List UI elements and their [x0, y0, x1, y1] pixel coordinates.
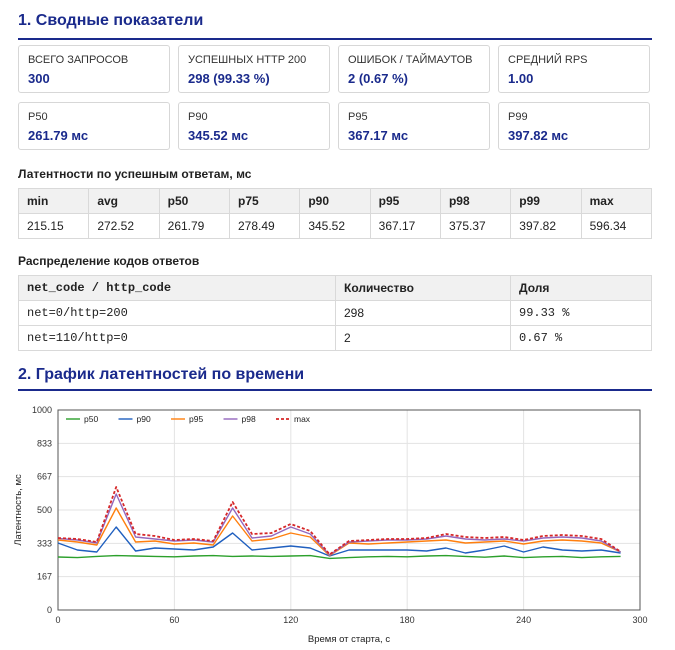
card-p90: P90 345.52 мс: [178, 102, 330, 150]
latency-table-title: Латентности по успешным ответам, мс: [18, 167, 252, 181]
codes-cell-code: net=110/http=0: [18, 325, 336, 351]
latency-header-p50: p50: [158, 188, 230, 214]
x-tick-label: 60: [169, 615, 179, 625]
latency-value-p99: 397.82: [510, 213, 582, 239]
codes-table-title: Распределение кодов ответов: [18, 254, 200, 268]
legend-label-p95: p95: [189, 414, 203, 424]
chart-section-title: 2. График латентностей по времени: [18, 366, 305, 383]
codes-cell-count: 2: [335, 325, 511, 351]
series-line-p90: [57, 526, 621, 557]
card-label: ОШИБОК / ТАЙМАУТОВ: [348, 54, 473, 66]
latency-value-min: 215.15: [17, 213, 90, 239]
card-label: P50: [28, 111, 48, 123]
codes-cell-code: net=0/http=200: [18, 300, 336, 326]
latency-header-avg: avg: [88, 188, 160, 214]
y-tick-label: 167: [37, 572, 52, 582]
y-tick-label: 833: [37, 438, 52, 448]
card-value: 298 (99.33 %): [188, 71, 270, 86]
latency-header-row: min avg p50 p75 p90 p95 p98 p99 max: [17, 188, 653, 214]
codes-cell-count: 298: [335, 300, 511, 326]
legend-label-p98: p98: [242, 414, 256, 424]
y-tick-label: 667: [37, 472, 52, 482]
series-line-p50: [57, 554, 621, 560]
codes-header-code: net_code / http_code: [18, 275, 336, 301]
latency-header-p90: p90: [299, 188, 371, 214]
summary-section-rule: [18, 38, 652, 40]
card-label: УСПЕШНЫХ HTTP 200: [188, 54, 307, 66]
latency-header-min: min: [17, 188, 90, 214]
y-tick-label: 500: [37, 505, 52, 515]
card-value: 2 (0.67 %): [348, 71, 408, 86]
codes-header-row: net_code / http_code Количество Доля: [18, 275, 652, 301]
codes-header-share: Доля: [510, 275, 652, 301]
latency-header-p99: p99: [510, 188, 582, 214]
latency-value-p90: 345.52: [299, 213, 371, 239]
latency-header-max: max: [580, 188, 653, 214]
legend-label-p50: p50: [84, 414, 98, 424]
y-axis-label: Латентность, мс: [13, 474, 24, 546]
card-label: ВСЕГО ЗАПРОСОВ: [28, 54, 129, 66]
x-tick-label: 180: [400, 615, 415, 625]
card-value: 300: [28, 71, 50, 86]
card-value: 1.00: [508, 71, 534, 86]
card-value: 261.79 мс: [28, 128, 89, 143]
table-row: 215.15 272.52 261.79 278.49 345.52 367.1…: [17, 213, 653, 239]
latency-value-p75: 278.49: [228, 213, 301, 239]
card-p50: P50 261.79 мс: [18, 102, 170, 150]
latency-value-p95: 367.17: [369, 213, 441, 239]
x-tick-label: 240: [516, 615, 531, 625]
card-errors-timeouts: ОШИБОК / ТАЙМАУТОВ 2 (0.67 %): [338, 45, 490, 93]
chart-section-rule: [18, 389, 652, 391]
latency-value-p98: 375.37: [439, 213, 512, 239]
y-tick-label: 1000: [32, 405, 52, 415]
card-p95: P95 367.17 мс: [338, 102, 490, 150]
latency-table: min avg p50 p75 p90 p95 p98 p99 max 215.…: [17, 188, 653, 239]
card-avg-rps: СРЕДНИЙ RPS 1.00: [498, 45, 650, 93]
y-tick-label: 333: [37, 538, 52, 548]
latency-value-p50: 261.79: [158, 213, 230, 239]
card-p99: P99 397.82 мс: [498, 102, 650, 150]
card-value: 345.52 мс: [188, 128, 249, 143]
y-tick-label: 0: [47, 605, 52, 615]
x-tick-label: 300: [632, 615, 647, 625]
x-tick-label: 0: [55, 615, 60, 625]
card-label: P90: [188, 111, 208, 123]
x-axis-label: Время от старта, с: [308, 634, 390, 645]
summary-section-title: 1. Сводные показатели: [18, 12, 204, 29]
latency-chart: 0 167 333 500 667 833 1000 0 60 120 180 240 300 Время…: [13, 405, 648, 645]
card-label: P99: [508, 111, 528, 123]
card-label: P95: [348, 111, 368, 123]
card-value: 367.17 мс: [348, 128, 409, 143]
table-row: net=110/http=0 2 0.67 %: [18, 325, 652, 351]
card-label: СРЕДНИЙ RPS: [508, 54, 588, 66]
latency-header-p75: p75: [228, 188, 301, 214]
codes-cell-share: 99.33 %: [510, 300, 652, 326]
codes-header-count: Количество: [335, 275, 511, 301]
series-line-max: [57, 486, 622, 556]
latency-value-max: 596.34: [580, 213, 653, 239]
codes-table: net_code / http_code Количество Доля net…: [18, 275, 652, 351]
latency-value-avg: 272.52: [88, 213, 160, 239]
legend-label-p90: p90: [137, 414, 151, 424]
legend-label-max: max: [294, 414, 311, 424]
plot-frame: [57, 409, 641, 611]
x-tick-label: 120: [283, 615, 298, 625]
card-success-200: УСПЕШНЫХ HTTP 200 298 (99.33 %): [178, 45, 330, 93]
codes-cell-share: 0.67 %: [510, 325, 652, 351]
latency-header-p95: p95: [369, 188, 441, 214]
table-row: net=0/http=200 298 99.33 %: [18, 300, 652, 326]
card-value: 397.82 мс: [508, 128, 569, 143]
card-total-requests: ВСЕГО ЗАПРОСОВ 300: [18, 45, 170, 93]
latency-header-p98: p98: [439, 188, 512, 214]
